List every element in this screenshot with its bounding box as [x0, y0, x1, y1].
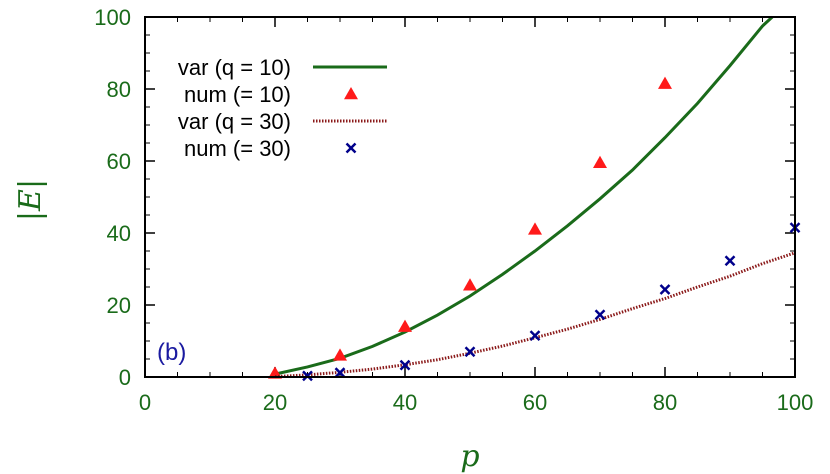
cross-stroke [345, 142, 357, 154]
legend: var (q = 10)num (= 10)var (q = 30)num (=… [178, 55, 387, 161]
panel-label: (b) [157, 339, 186, 366]
y-tick-label: 20 [107, 293, 131, 318]
x-tick-label: 60 [523, 390, 547, 415]
x-tick-label: 0 [139, 390, 151, 415]
legend-triangle-sample [344, 87, 358, 100]
cross-stroke [399, 359, 411, 371]
x-tick-label: 100 [777, 390, 814, 415]
y-tick-label: 40 [107, 221, 131, 246]
legend-label: var (q = 30) [178, 109, 291, 134]
ticks-layer: 0 20 40 60 80 100 0 20 40 60 80 100 [94, 5, 813, 415]
y-tick-label: 0 [119, 365, 131, 390]
data-point-cross [399, 359, 411, 371]
legend-label: num (= 10) [184, 82, 291, 107]
cross-stroke [659, 284, 671, 295]
plot-frame [144, 16, 796, 378]
y-tick-label: 100 [94, 5, 131, 30]
cross-stroke [334, 367, 346, 379]
x-tick-label: 80 [653, 390, 677, 415]
data-point-triangle [528, 222, 542, 235]
series-line-3 [274, 251, 796, 379]
series-line-1 [274, 15, 774, 376]
cross-stroke [302, 370, 313, 382]
data-point-triangle [463, 278, 477, 291]
x-tick-label: 20 [263, 390, 287, 415]
data-point-cross [302, 370, 313, 382]
legend-label: num (= 30) [184, 136, 291, 161]
y-tick-label: 60 [107, 149, 131, 174]
data-point-cross [529, 330, 541, 341]
legend-cross-sample [345, 142, 357, 154]
data-point-triangle [658, 76, 672, 89]
legend-label: var (q = 10) [178, 55, 291, 80]
series-layer [268, 15, 801, 382]
data-point-cross [659, 284, 671, 295]
y-axis-label: |E| [13, 179, 48, 221]
y-tick-label: 80 [107, 77, 131, 102]
data-point-triangle [398, 319, 412, 332]
data-point-cross [594, 309, 606, 321]
cross-stroke [724, 255, 736, 267]
x-tick-label: 40 [393, 390, 417, 415]
cross-stroke [594, 309, 606, 321]
data-point-triangle [593, 155, 607, 169]
data-point-cross [464, 346, 476, 358]
cross-stroke [464, 346, 476, 358]
data-point-cross [724, 255, 736, 267]
data-point-triangle [333, 348, 347, 361]
x-axis-label: p [460, 439, 479, 474]
cross-stroke [529, 330, 541, 341]
data-point-cross [334, 367, 346, 379]
